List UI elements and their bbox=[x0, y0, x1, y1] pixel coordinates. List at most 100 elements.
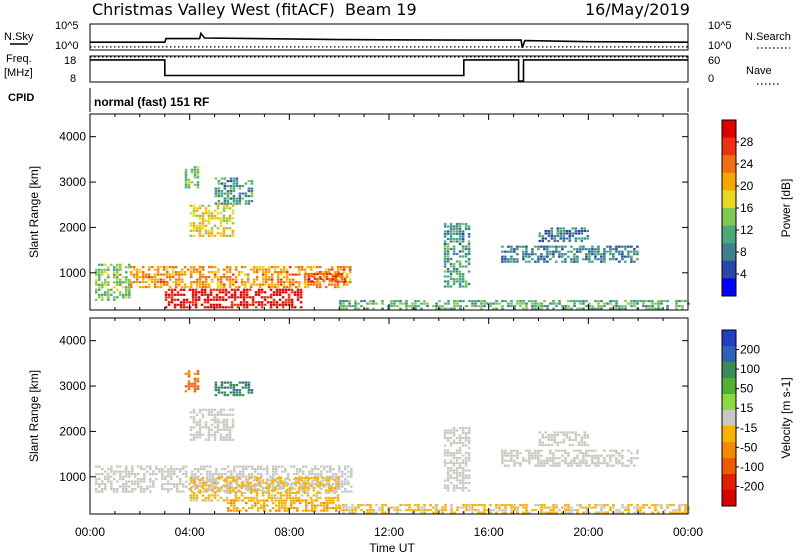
heatmap-cell bbox=[477, 511, 480, 514]
heatmap-cell bbox=[239, 296, 243, 299]
heatmap-cell bbox=[609, 302, 612, 305]
heatmap-cell bbox=[270, 489, 274, 492]
heatmap-cell bbox=[567, 307, 570, 310]
heatmap-cell bbox=[125, 473, 128, 476]
heatmap-cell bbox=[546, 305, 549, 308]
noise-tick-left-top: 10^5 bbox=[55, 20, 79, 32]
heatmap-cell bbox=[240, 494, 244, 497]
heatmap-cell bbox=[197, 485, 200, 488]
heatmap-cell bbox=[318, 481, 322, 484]
heatmap-cell bbox=[467, 456, 471, 460]
heatmap-cell bbox=[561, 307, 564, 310]
heatmap-cell bbox=[270, 273, 274, 276]
heatmap-cell bbox=[184, 385, 188, 388]
heatmap-cell bbox=[335, 480, 338, 483]
heatmap-cell bbox=[278, 303, 282, 306]
heatmap-cell bbox=[217, 190, 221, 193]
heatmap-cell bbox=[483, 305, 486, 308]
heatmap-cell bbox=[324, 476, 328, 479]
heatmap-cell bbox=[279, 281, 283, 284]
heatmap-cell bbox=[261, 481, 265, 484]
heatmap-cell bbox=[534, 307, 537, 310]
heatmap-cell bbox=[455, 230, 459, 233]
heatmap-cell bbox=[233, 478, 236, 481]
heatmap-cell bbox=[267, 278, 271, 281]
heatmap-cell bbox=[571, 443, 575, 447]
heatmap-cell bbox=[312, 266, 316, 269]
heatmap-cell bbox=[564, 506, 567, 509]
heatmap-cell bbox=[198, 286, 202, 289]
heatmap-cell bbox=[543, 248, 546, 251]
heatmap-cell bbox=[443, 449, 447, 452]
y-tick-label: 2000 bbox=[59, 424, 86, 438]
heatmap-cell bbox=[204, 207, 208, 210]
heatmap-cell bbox=[231, 232, 235, 235]
heatmap-cell bbox=[243, 281, 247, 284]
heatmap-cell bbox=[654, 504, 657, 507]
heatmap-cell bbox=[450, 511, 453, 514]
heatmap-cell bbox=[198, 431, 202, 434]
heatmap-cell bbox=[534, 504, 537, 507]
heatmap-cell bbox=[624, 248, 627, 251]
heatmap-cell bbox=[185, 470, 188, 473]
heatmap-cell bbox=[273, 268, 277, 271]
heatmap-cell bbox=[231, 278, 235, 281]
heatmap-cell bbox=[564, 462, 567, 465]
heatmap-cell bbox=[337, 275, 341, 278]
heatmap-cell bbox=[348, 281, 352, 284]
colorbar-tick-label: 8 bbox=[740, 245, 747, 259]
heatmap-cell bbox=[198, 479, 202, 482]
heatmap-cell bbox=[449, 240, 453, 243]
heatmap-cell bbox=[326, 490, 329, 493]
heatmap-cell bbox=[213, 431, 217, 434]
heatmap-cell bbox=[297, 491, 301, 494]
heatmap-cell bbox=[195, 423, 199, 426]
heatmap-cell bbox=[165, 268, 169, 271]
heatmap-cell bbox=[239, 478, 242, 481]
heatmap-cell bbox=[192, 421, 196, 424]
heatmap-cell bbox=[107, 273, 110, 276]
heatmap-cell bbox=[609, 454, 612, 457]
heatmap-cell bbox=[577, 441, 581, 444]
heatmap-cell bbox=[501, 457, 504, 460]
heatmap-cell bbox=[290, 298, 294, 301]
heatmap-cell bbox=[216, 486, 220, 489]
heatmap-cell bbox=[195, 229, 199, 232]
heatmap-cell bbox=[319, 277, 323, 280]
heatmap-cell bbox=[206, 293, 210, 296]
heatmap-cell bbox=[266, 485, 269, 488]
heatmap-cell bbox=[467, 252, 471, 256]
heatmap-cell bbox=[293, 478, 296, 481]
heatmap-cell bbox=[198, 217, 202, 220]
heatmap-cell bbox=[236, 473, 239, 476]
heatmap-cell bbox=[449, 431, 453, 435]
heatmap-cell bbox=[216, 418, 220, 421]
noise-tick-left-bottom: 10^0 bbox=[55, 40, 79, 52]
heatmap-cell bbox=[241, 185, 245, 188]
heatmap-cell bbox=[187, 370, 191, 373]
heatmap-cell bbox=[152, 483, 155, 486]
heatmap-cell bbox=[549, 452, 552, 455]
heatmap-cell bbox=[568, 229, 572, 233]
heatmap-cell bbox=[621, 457, 624, 460]
heatmap-cell bbox=[549, 449, 552, 452]
heatmap-cell bbox=[225, 234, 229, 237]
noise-panel-frame bbox=[89, 23, 689, 51]
heatmap-cell bbox=[278, 298, 282, 301]
heatmap-cell bbox=[227, 291, 231, 294]
heatmap-cell bbox=[159, 278, 163, 281]
heatmap-cell bbox=[232, 394, 236, 397]
heatmap-cell bbox=[203, 291, 207, 294]
heatmap-cell bbox=[452, 471, 456, 475]
heatmap-cell bbox=[326, 509, 329, 512]
heatmap-cell bbox=[561, 305, 564, 308]
heatmap-cell bbox=[455, 461, 459, 465]
heatmap-cell bbox=[251, 301, 255, 304]
heatmap-cell bbox=[241, 394, 245, 397]
heatmap-cell bbox=[147, 266, 151, 269]
heatmap-cell bbox=[630, 255, 633, 258]
heatmap-cell bbox=[461, 466, 465, 470]
heatmap-cell bbox=[636, 307, 639, 310]
heatmap-cell bbox=[197, 478, 200, 481]
heatmap-cell bbox=[675, 511, 678, 514]
